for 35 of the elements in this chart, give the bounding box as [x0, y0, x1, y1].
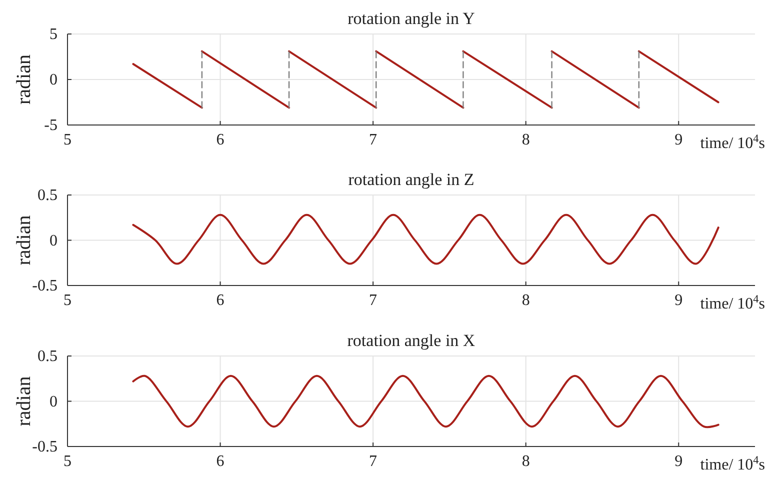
- x-tick-label: 9: [674, 292, 683, 309]
- y-axis-title: radian: [13, 215, 35, 266]
- y-tick-label: -5: [44, 117, 58, 134]
- y-axis-title: radian: [13, 54, 35, 104]
- x-tick-label: 6: [216, 131, 224, 148]
- y-tick-label: 0: [50, 393, 58, 410]
- y-tick-label: 0: [50, 232, 58, 250]
- x-tick-label: 8: [522, 292, 530, 309]
- chart-title: rotation angle in Z: [348, 170, 474, 189]
- x-axis-title: time/ 10$^{4}$s: [700, 133, 765, 152]
- x-tick-label: 7: [369, 131, 378, 148]
- y-tick-label: -0.5: [32, 278, 58, 295]
- chart-title: rotation angle in Y: [348, 9, 475, 28]
- x-tick-label: 5: [64, 452, 72, 470]
- line-series: [132, 374, 720, 428]
- x-tick-label: 8: [522, 131, 530, 148]
- y-tick-label: -0.5: [32, 438, 58, 456]
- x-tick-label: 9: [674, 131, 683, 148]
- y-tick-label: 0.5: [38, 348, 58, 366]
- x-tick-label: 9: [674, 452, 683, 470]
- y-tick-label: 5: [50, 26, 58, 44]
- y-axis-title: radian: [13, 376, 35, 426]
- y-tick-label: 0.5: [38, 187, 58, 204]
- x-tick-label: 5: [64, 131, 72, 148]
- line-series: [132, 214, 720, 265]
- x-tick-label: 7: [369, 292, 378, 309]
- x-axis-title: time/ 10$^{4}$s: [700, 294, 765, 312]
- x-tick-label: 6: [216, 452, 224, 470]
- x-tick-label: 8: [522, 452, 530, 470]
- x-tick-label: 6: [216, 292, 224, 309]
- chart-title: rotation angle in X: [347, 331, 476, 350]
- y-tick-label: 0: [50, 72, 58, 89]
- x-tick-label: 7: [369, 452, 378, 470]
- x-axis-title: time/ 10$^{4}$s: [700, 454, 765, 474]
- x-tick-label: 5: [64, 292, 72, 309]
